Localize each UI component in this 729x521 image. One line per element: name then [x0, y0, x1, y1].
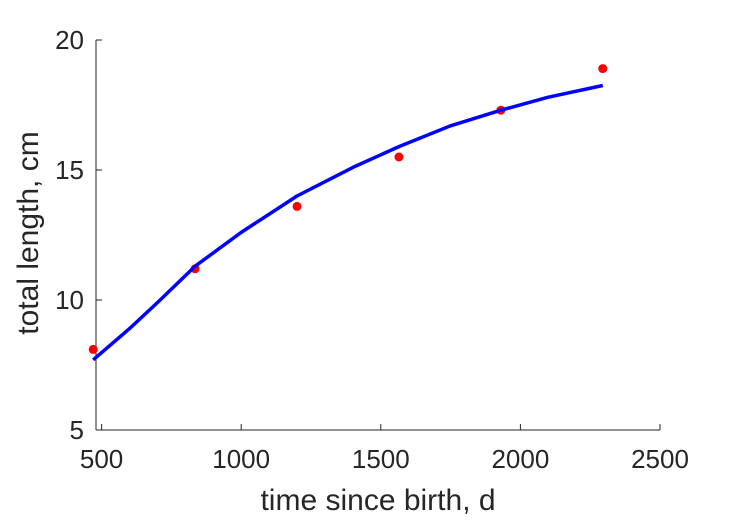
y-tick-label: 5 [70, 415, 84, 445]
data-point [394, 152, 404, 162]
x-tick-label: 1500 [352, 444, 410, 474]
data-point [88, 344, 98, 354]
x-tick-label: 2000 [491, 444, 549, 474]
fit-curve-line [92, 83, 604, 362]
y-tick-label: 10 [55, 285, 84, 315]
y-tick-label: 15 [55, 155, 84, 185]
data-point [598, 64, 608, 74]
x-tick-label: 500 [80, 444, 123, 474]
y-tick-label: 20 [55, 25, 84, 55]
x-axis-label: time since birth, d [260, 484, 495, 517]
data-point [292, 201, 302, 211]
series [88, 64, 608, 362]
x-tick-label: 2500 [631, 444, 689, 474]
axes [95, 40, 660, 431]
x-tick-label: 1000 [212, 444, 270, 474]
ticks: 500 1000 1500 2000 2500 5 10 15 20 [55, 25, 689, 474]
y-axis-label: total length, cm [12, 131, 45, 334]
